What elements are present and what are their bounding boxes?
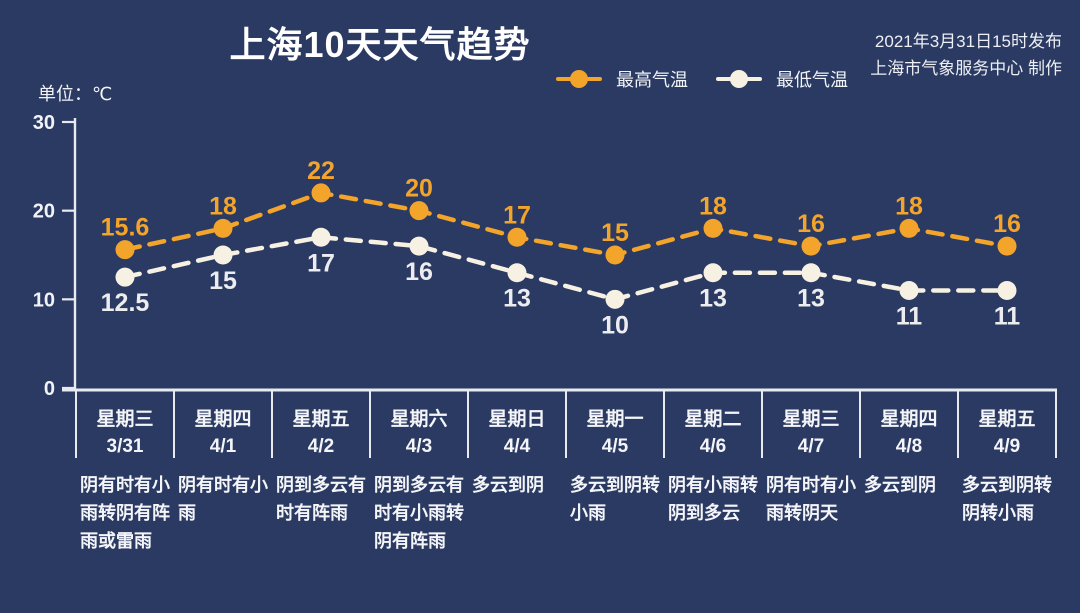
legend-item-min-temp: 最低气温 xyxy=(716,66,848,92)
min-temp-value-label: 13 xyxy=(699,285,727,313)
max-temp-point xyxy=(213,218,233,238)
max-temp-line xyxy=(122,190,1010,258)
max-temp-value-label: 16 xyxy=(797,210,825,238)
max-temp-value-label: 15 xyxy=(601,219,629,247)
publish-datetime: 2021年3月31日15时发布 xyxy=(874,32,1062,51)
min-temp-value-label: 10 xyxy=(601,311,629,339)
max-temp-point xyxy=(801,236,821,256)
min-temp-value-label: 11 xyxy=(994,302,1021,330)
max-temp-value-label: 15.6 xyxy=(101,214,150,242)
max-temp-value-label: 16 xyxy=(993,210,1021,238)
min-temp-point xyxy=(409,236,429,256)
min-temp-point xyxy=(801,263,821,283)
max-temp-value-label: 18 xyxy=(209,192,237,220)
max-temp-value-label: 20 xyxy=(405,175,433,203)
min-temp-point xyxy=(605,289,625,309)
max-temp-point xyxy=(311,183,331,203)
max-temp-point xyxy=(899,218,919,238)
max-temp-point xyxy=(507,227,527,247)
unit-label: 单位：℃ xyxy=(38,84,113,104)
min-temp-point xyxy=(213,245,233,265)
min-temp-point xyxy=(115,267,135,287)
y-tick-label: 0 xyxy=(44,378,55,400)
max-temp-point xyxy=(703,218,723,238)
max-temp-point xyxy=(997,236,1017,256)
min-temp-line xyxy=(122,234,1010,302)
max-temp-point xyxy=(115,240,135,260)
y-tick-label: 20 xyxy=(33,201,55,223)
min-temp-point xyxy=(507,263,527,283)
y-tick-label: 30 xyxy=(33,112,55,134)
publish-info: 2021年3月31日15时发布 上海市气象服务中心 制作 xyxy=(870,28,1062,82)
max-temp-series-icon xyxy=(556,69,602,89)
min-temp-value-label: 17 xyxy=(307,249,335,277)
y-tick-label: 10 xyxy=(33,289,55,311)
min-temp-value-label: 12.5 xyxy=(101,289,150,317)
publish-author: 上海市气象服务中心 制作 xyxy=(870,59,1062,78)
legend-item-max-temp: 最高气温 xyxy=(556,66,688,92)
max-temp-value-label: 22 xyxy=(307,157,335,185)
chart-legend: 最高气温 最低气温 xyxy=(556,66,848,92)
min-temp-point xyxy=(899,280,919,300)
min-temp-value-label: 15 xyxy=(209,267,237,295)
max-temp-point xyxy=(605,245,625,265)
min-temp-point xyxy=(703,263,723,283)
min-temp-value-label: 16 xyxy=(405,258,433,286)
min-temp-series-icon xyxy=(716,69,762,89)
legend-max-label: 最高气温 xyxy=(616,70,688,90)
min-temp-value-label: 11 xyxy=(896,302,923,330)
page-title: 上海10天天气趋势 xyxy=(229,24,531,65)
max-temp-value-label: 17 xyxy=(503,201,531,229)
max-temp-point xyxy=(409,201,429,221)
min-temp-point xyxy=(997,280,1017,300)
max-temp-value-label: 18 xyxy=(895,192,923,220)
min-temp-value-label: 13 xyxy=(503,285,531,313)
legend-min-label: 最低气温 xyxy=(776,70,848,90)
max-temp-value-label: 18 xyxy=(699,192,727,220)
min-temp-point xyxy=(311,227,331,247)
min-temp-value-label: 13 xyxy=(797,285,825,313)
